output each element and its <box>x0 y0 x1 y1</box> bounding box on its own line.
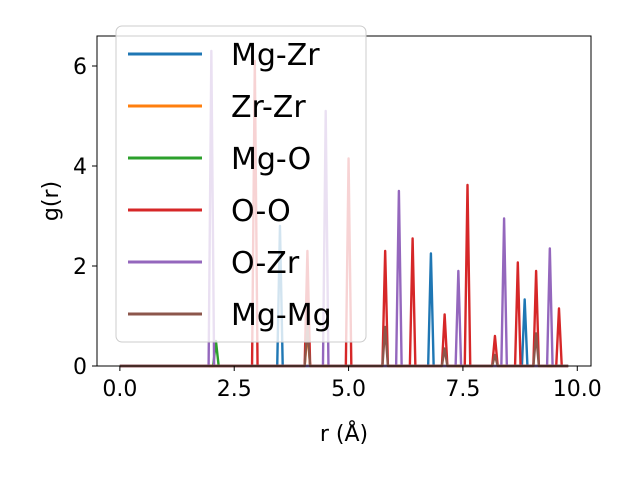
x-tick-label: 7.5 <box>445 377 480 402</box>
y-tick-label: 0 <box>73 355 87 380</box>
y-tick-label: 6 <box>73 55 87 80</box>
y-tick-label: 4 <box>73 155 87 180</box>
x-tick-label: 0.0 <box>102 377 137 402</box>
legend-label: Mg-Zr <box>231 38 320 73</box>
legend-label: O-O <box>231 194 291 229</box>
legend-label: O-Zr <box>231 246 300 281</box>
legend-label: Zr-Zr <box>231 90 306 125</box>
y-axis-label: g(r) <box>39 181 64 221</box>
legend-label: Mg-O <box>231 142 311 177</box>
legend-box <box>115 25 367 343</box>
ticks-layer: 0.0 2.5 5.0 7.5 10.0 0 2 4 6 <box>73 55 602 402</box>
legend: Mg-Zr Zr-Zr Mg-O O-O O-Zr Mg-Mg <box>115 25 367 343</box>
x-tick-label: 10.0 <box>553 377 602 402</box>
legend-label: Mg-Mg <box>231 298 332 333</box>
x-tick-label: 2.5 <box>217 377 252 402</box>
series-line-mg-mg <box>119 324 569 368</box>
x-tick-label: 5.0 <box>331 377 366 402</box>
x-axis-label: r (Å) <box>320 420 368 447</box>
y-tick-label: 2 <box>73 255 87 280</box>
